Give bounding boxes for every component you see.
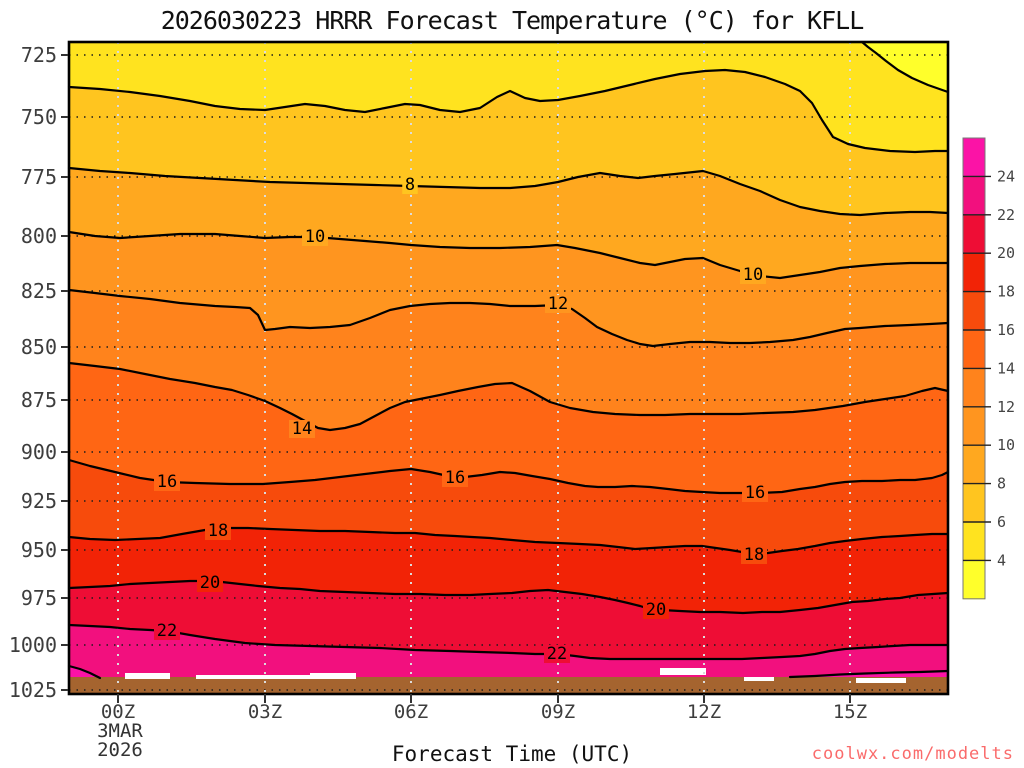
svg-text:22: 22: [547, 644, 567, 664]
cold-wedge-fill: [862, 42, 948, 92]
colorbar-label: 14: [997, 359, 1015, 377]
y-tick-label: 975: [21, 586, 57, 610]
svg-text:16: 16: [745, 483, 765, 503]
svg-text:14: 14: [292, 419, 312, 439]
gridlines: [69, 42, 948, 694]
svg-text:16: 16: [157, 472, 177, 492]
y-tick-label: 900: [21, 440, 57, 464]
svg-text:16: 16: [445, 468, 465, 488]
colorbar-label: 8: [997, 475, 1006, 493]
colorbar-label: 18: [997, 283, 1015, 301]
x-tick-label: 12Z: [687, 701, 721, 723]
colorbar-label: 16: [997, 321, 1015, 339]
y-tick-label: 925: [21, 489, 57, 513]
svg-text:22: 22: [157, 621, 177, 641]
band-fills: [69, 42, 948, 694]
x-tick-label: 09Z: [541, 701, 575, 723]
svg-text:8: 8: [405, 175, 415, 195]
ground-band: [69, 668, 948, 694]
colorbar-label: 10: [997, 436, 1015, 454]
svg-text:10: 10: [743, 265, 763, 285]
svg-text:12: 12: [548, 294, 568, 314]
colorbar: 24 22 20 18 16 14 12 10 8 6 4: [962, 137, 1015, 600]
colorbar-label: 20: [997, 244, 1015, 262]
colorbar-label: 4: [997, 551, 1006, 569]
svg-text:18: 18: [744, 545, 764, 565]
x-date-label: 2026: [97, 739, 143, 761]
svg-text:18: 18: [208, 521, 228, 541]
y-tick-label: 750: [21, 105, 57, 129]
x-tick-label: 06Z: [394, 701, 428, 723]
x-axis-title: Forecast Time (UTC): [391, 742, 633, 766]
contour-labels: 8 10 10 12 14 16 16 16 18 18 20 20 22 22: [154, 175, 768, 664]
x-tick-label: 15Z: [833, 701, 867, 723]
colorbar-label: 12: [997, 398, 1015, 416]
y-tick-label: 825: [21, 279, 57, 303]
chart-title: 2026030223 HRRR Forecast Temperature (°C…: [160, 6, 865, 35]
svg-text:10: 10: [305, 227, 325, 247]
y-tick-label: 1000: [9, 633, 57, 657]
axes: 7257507758008258508759009259509751000102…: [9, 40, 950, 761]
colorbar-label: 24: [997, 167, 1015, 185]
y-tick-label: 725: [21, 43, 57, 67]
x-tick-label: 00Z: [101, 701, 135, 723]
y-tick-label: 850: [21, 335, 57, 359]
svg-text:20: 20: [200, 573, 220, 593]
x-date-label: 3MAR: [97, 720, 143, 742]
y-tick-label: 775: [21, 165, 57, 189]
svg-text:20: 20: [646, 600, 666, 620]
colorbar-label: 6: [997, 513, 1006, 531]
y-tick-label: 1025: [9, 678, 57, 702]
y-tick-label: 950: [21, 538, 57, 562]
colorbar-label: 22: [997, 206, 1015, 224]
y-tick-label: 800: [21, 224, 57, 248]
contour-lines: [67, 40, 950, 680]
y-tick-label: 875: [21, 388, 57, 412]
watermark-text: coolwx.com/modelts: [811, 744, 1014, 764]
x-tick-label: 03Z: [248, 701, 282, 723]
